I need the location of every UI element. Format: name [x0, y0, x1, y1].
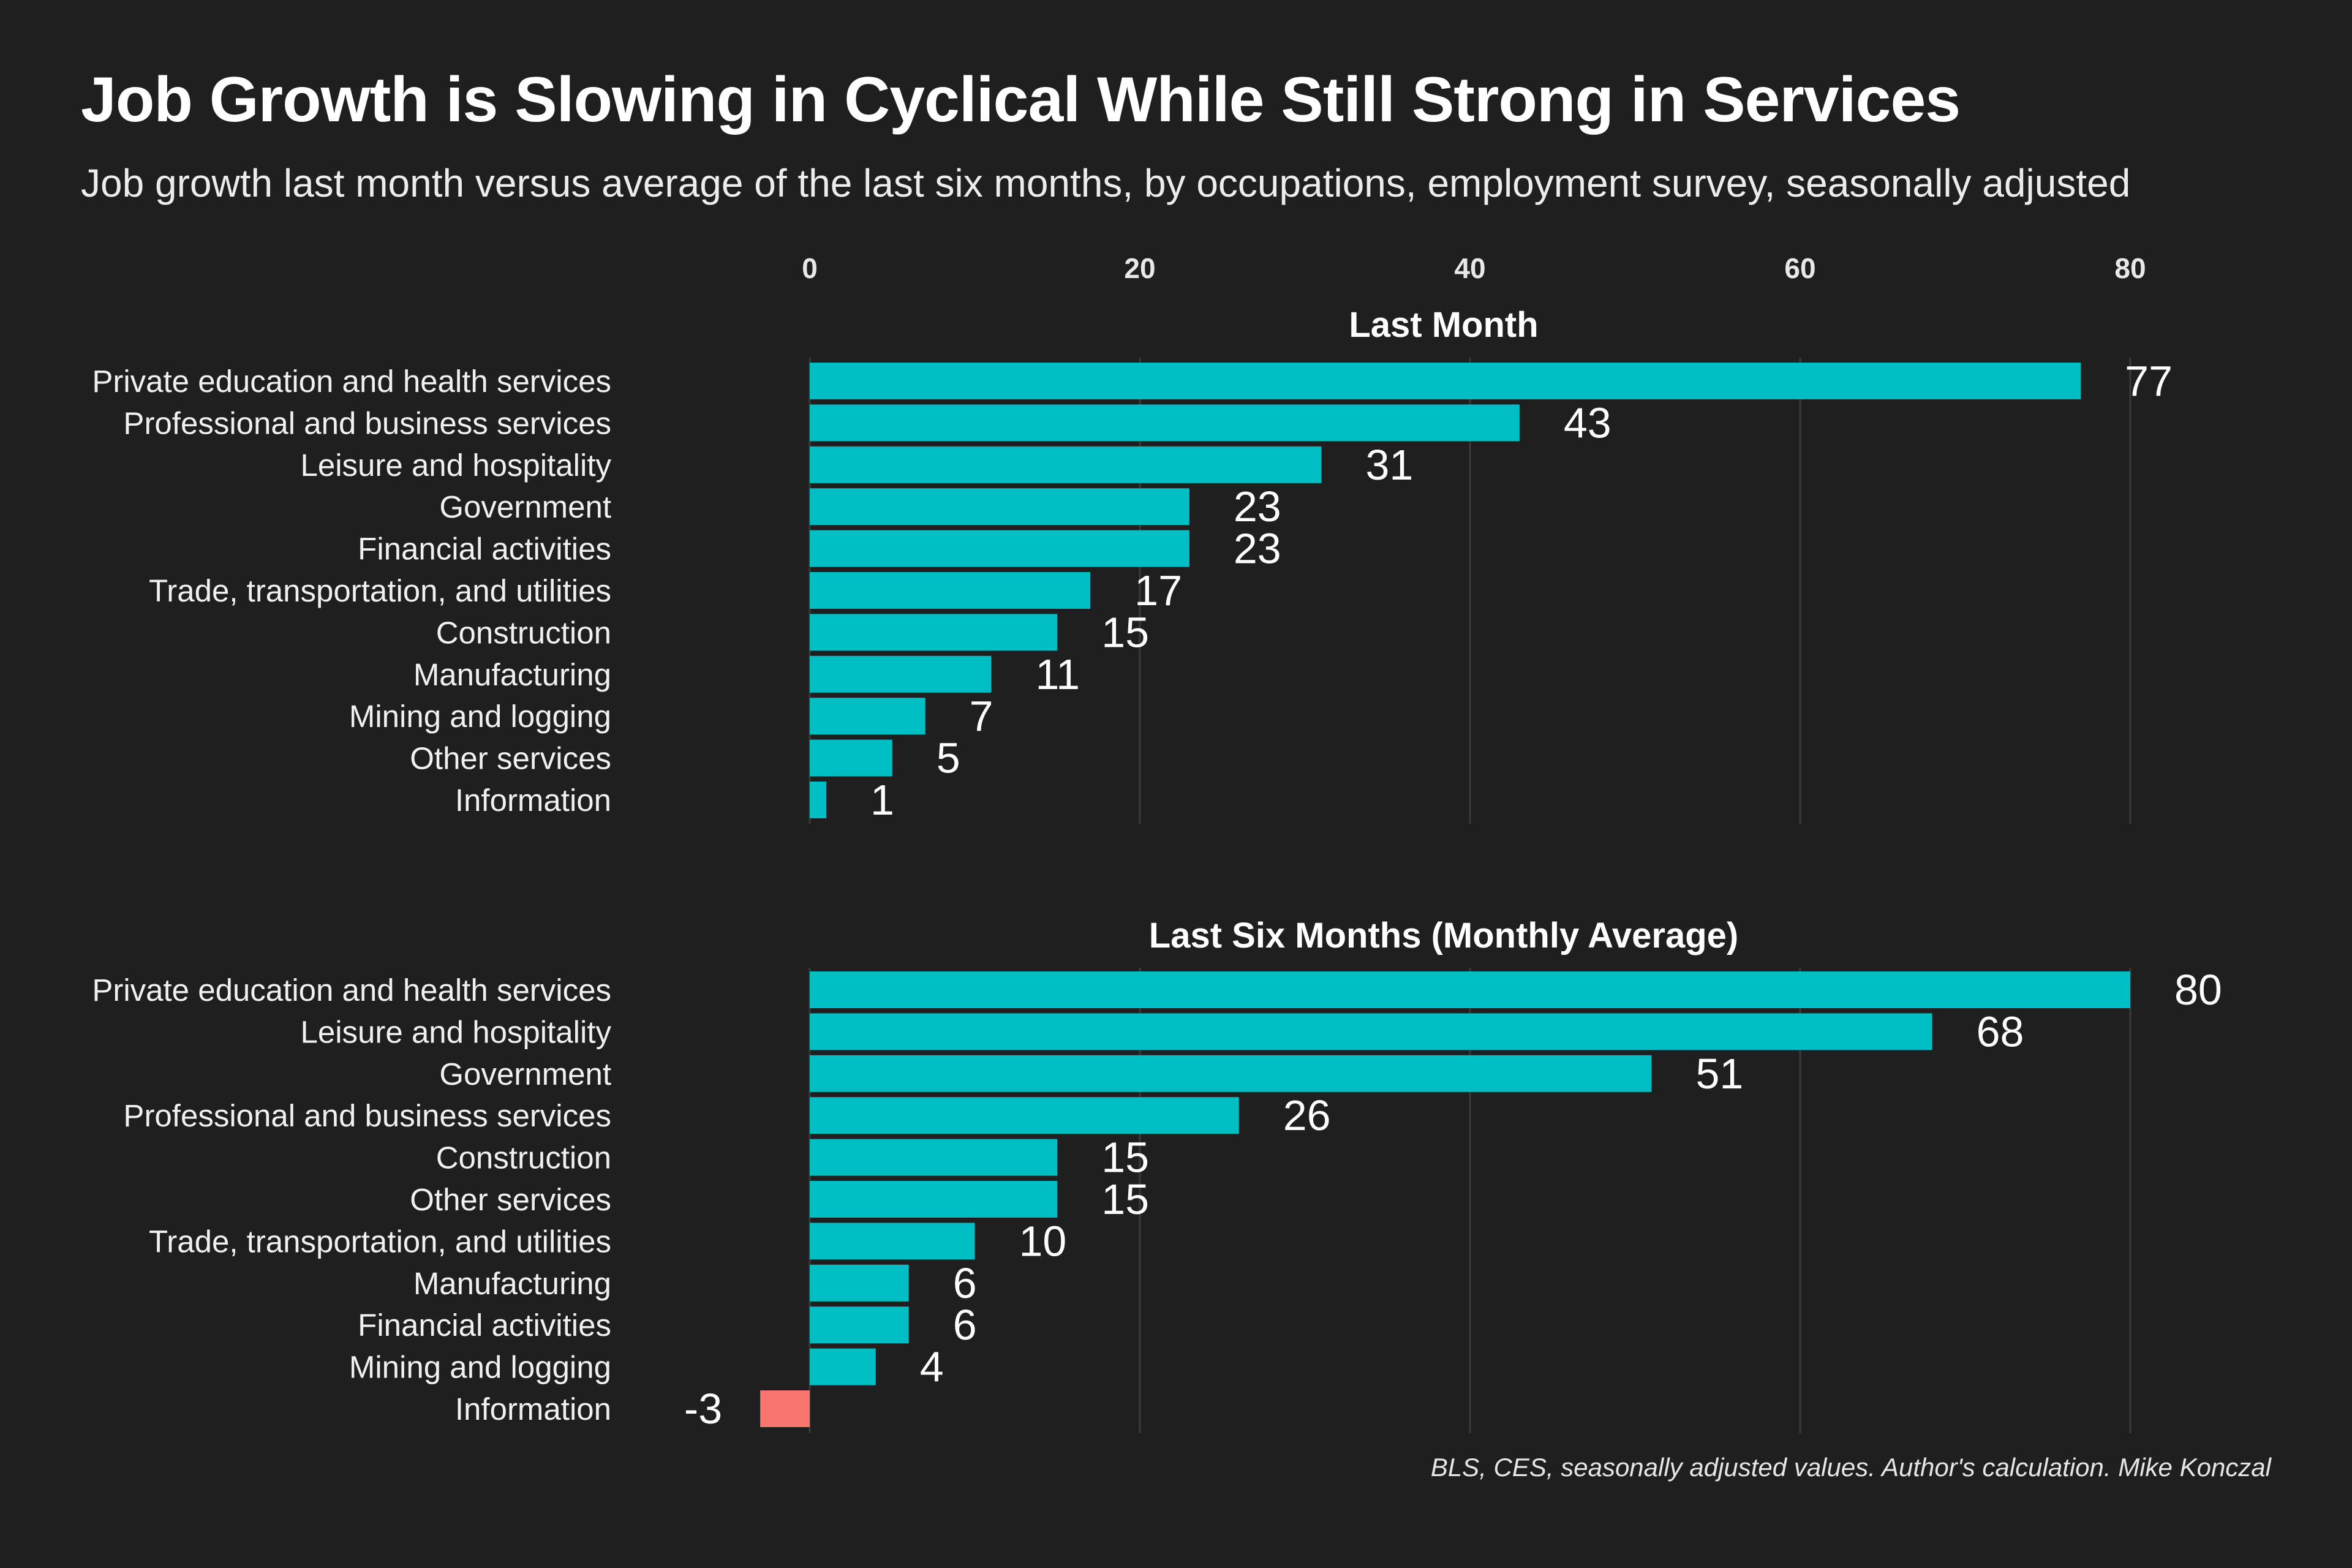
data-label: 68: [1977, 1008, 2024, 1055]
bar: [810, 1055, 1652, 1092]
data-label: -3: [684, 1385, 722, 1433]
data-label: 26: [1283, 1091, 1331, 1139]
category-label: Trade, transportation, and utilities: [149, 1224, 611, 1259]
category-label: Financial activities: [358, 1308, 611, 1343]
category-label: Professional and business services: [123, 1098, 611, 1133]
chart-title: Job Growth is Slowing in Cyclical While …: [81, 64, 1961, 135]
category-label: Manufacturing: [413, 657, 611, 692]
data-label: 31: [1365, 441, 1413, 489]
bar: [810, 572, 1091, 609]
chart-subtitle: Job growth last month versus average of …: [81, 161, 2131, 205]
bar: [810, 1223, 975, 1260]
data-label: 15: [1101, 608, 1149, 656]
category-label: Manufacturing: [413, 1266, 611, 1301]
data-label: 15: [1101, 1175, 1149, 1223]
category-label: Government: [439, 489, 611, 524]
category-label: Information: [455, 783, 611, 818]
bar: [760, 1390, 810, 1427]
bar: [810, 739, 892, 777]
category-label: Construction: [436, 1140, 611, 1175]
category-label: Information: [455, 1392, 611, 1427]
bar: [810, 782, 826, 818]
data-label: 10: [1019, 1217, 1067, 1265]
data-label: 1: [870, 776, 894, 824]
bar: [810, 530, 1189, 567]
x-tick-label: 80: [2114, 252, 2146, 284]
data-label: 51: [1695, 1050, 1743, 1098]
category-label: Mining and logging: [349, 699, 611, 734]
bar: [810, 971, 2130, 1008]
bar: [810, 404, 1520, 442]
data-label: 80: [2174, 966, 2222, 1014]
bar: [810, 614, 1058, 651]
bar: [810, 1013, 1932, 1050]
category-label: Private education and health services: [92, 973, 611, 1008]
category-label: Other services: [410, 1182, 611, 1217]
data-label: 15: [1101, 1134, 1149, 1182]
panel-title: Last Six Months (Monthly Average): [1149, 916, 1738, 956]
category-label: Professional and business services: [123, 405, 611, 440]
bar: [810, 446, 1322, 483]
category-label: Trade, transportation, and utilities: [149, 573, 611, 608]
x-tick-label: 40: [1454, 252, 1485, 284]
bar: [810, 1181, 1058, 1218]
panel-title: Last Month: [1349, 305, 1538, 345]
data-label: 7: [970, 692, 993, 740]
bar: [810, 1097, 1239, 1134]
category-label: Financial activities: [358, 532, 611, 567]
bar: [810, 1264, 909, 1302]
data-label: 6: [953, 1301, 977, 1349]
bar: [810, 1139, 1058, 1176]
bar: [810, 488, 1189, 526]
category-label: Leisure and hospitality: [301, 1014, 612, 1049]
category-label: Leisure and hospitality: [301, 448, 612, 483]
data-label: 43: [1564, 399, 1611, 447]
data-label: 5: [937, 734, 960, 782]
category-label: Mining and logging: [349, 1350, 611, 1385]
data-label: 23: [1234, 525, 1281, 573]
data-label: 17: [1134, 567, 1182, 614]
x-tick-label: 0: [802, 252, 818, 284]
x-tick-label: 20: [1124, 252, 1155, 284]
bar: [810, 655, 992, 693]
data-label: 11: [1035, 650, 1080, 698]
category-label: Private education and health services: [92, 364, 611, 399]
bar: [810, 1306, 909, 1344]
category-label: Other services: [410, 741, 611, 776]
data-label: 6: [953, 1259, 977, 1307]
bar: [810, 363, 2081, 399]
x-tick-label: 60: [1784, 252, 1815, 284]
category-label: Construction: [436, 615, 611, 650]
data-label: 77: [2125, 357, 2173, 405]
bar: [810, 698, 925, 735]
data-label: 4: [920, 1343, 944, 1391]
category-label: Government: [439, 1057, 611, 1091]
bar: [810, 1348, 876, 1385]
data-label: 23: [1234, 483, 1281, 530]
source-note: BLS, CES, seasonally adjusted values. Au…: [1430, 1453, 2271, 1482]
